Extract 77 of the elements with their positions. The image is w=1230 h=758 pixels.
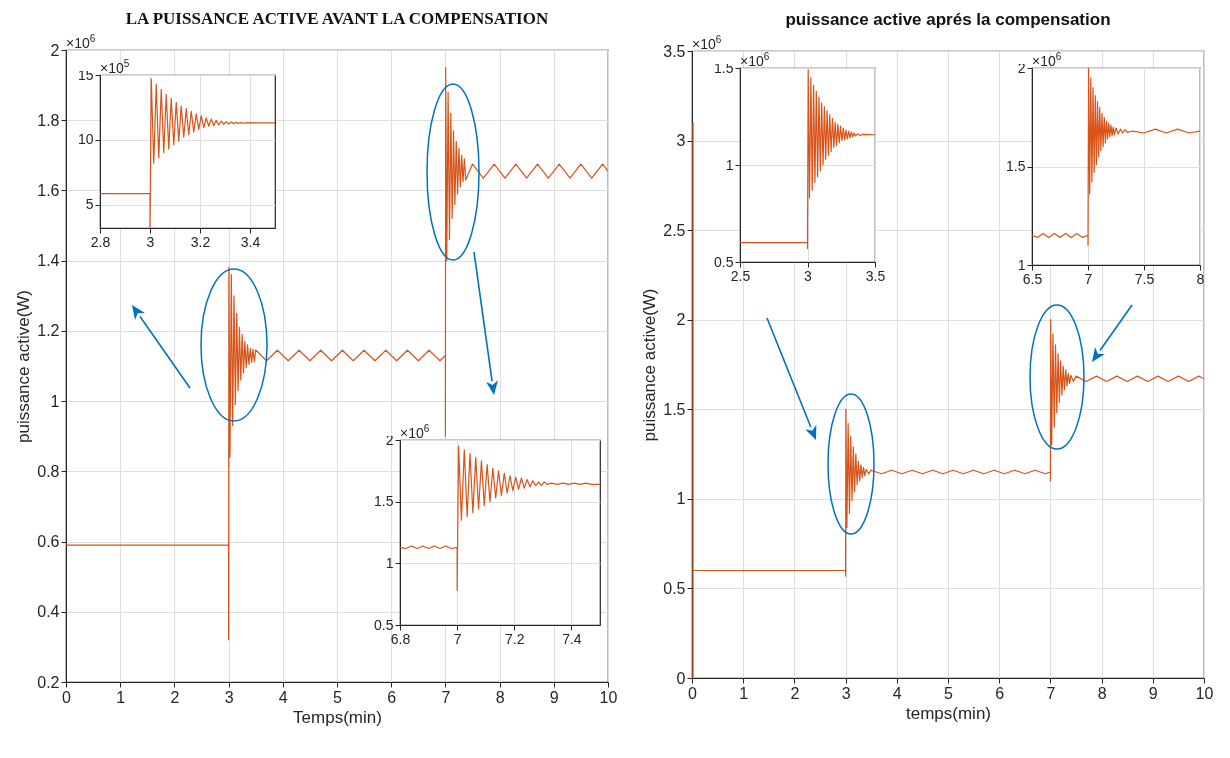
y-tick-label: 1 xyxy=(385,554,394,571)
x-tick-label: 7 xyxy=(453,630,462,647)
x-tick-label: 6.8 xyxy=(390,630,411,647)
x-tick-label: 7.5 xyxy=(1134,270,1155,287)
x-tick-label: 8 xyxy=(1097,684,1107,702)
x-tick-label: 4 xyxy=(892,684,902,702)
annotation: ×10$^{6}$ xyxy=(66,33,96,51)
text: ×10$^{6}$ xyxy=(692,34,722,52)
x-tick-label: 9 xyxy=(549,688,559,706)
y-tick-label: 1.5 xyxy=(1006,158,1026,174)
x-tick-label: 7.4 xyxy=(562,630,582,647)
x-tick-label: 2 xyxy=(170,688,180,706)
y-tick-label: 2 xyxy=(50,41,60,59)
y-tick-label: 1.6 xyxy=(37,181,60,199)
y-tick-label: 1.4 xyxy=(37,252,60,270)
x-tick-label: 9 xyxy=(1148,684,1158,702)
annotation: ×10$^{5}$ xyxy=(100,58,130,76)
x-tick-label: 2.5 xyxy=(730,267,751,284)
x-tick-label: 7 xyxy=(441,688,451,706)
y-tick-label: 1.8 xyxy=(37,111,60,129)
x-tick-label: 3 xyxy=(804,267,813,284)
x-tick-label: 3 xyxy=(224,688,234,706)
x-tick-label: 5 xyxy=(333,688,343,706)
y-tick-label: 0.8 xyxy=(37,462,60,480)
y-tick-label: 1 xyxy=(1017,256,1026,273)
y-tick-label: 1.2 xyxy=(37,322,60,340)
line-series xyxy=(400,445,600,592)
y-tick-label: 3 xyxy=(676,132,686,150)
y-tick-label: 3.5 xyxy=(663,42,686,60)
y-tick-label: 2 xyxy=(676,311,686,329)
y-tick-label: 0.4 xyxy=(37,603,60,621)
y-tick-label: 1.5 xyxy=(374,493,394,510)
chart-title: puissance active aprés la compensation xyxy=(785,10,1111,29)
y-tick-label: 0.5 xyxy=(663,579,686,597)
y-tick-label: 0.6 xyxy=(37,533,60,551)
y-tick-label: 0.5 xyxy=(714,253,734,270)
x-tick-label: 4 xyxy=(278,688,288,706)
y-tick-label: 1 xyxy=(50,392,60,410)
y-tick-label: 1.5 xyxy=(663,400,686,418)
x-tick-label: 5 xyxy=(944,684,954,702)
y-tick-label: 1 xyxy=(676,490,686,508)
x-tick-label: 6.5 xyxy=(1022,270,1043,287)
y-axis-title: puissance active(W) xyxy=(14,289,34,444)
y-tick-label: 0 xyxy=(676,669,686,687)
x-tick-label: 8 xyxy=(495,688,505,706)
x-axis-title: Temps(min) xyxy=(293,707,382,727)
x-tick-label: 0 xyxy=(688,684,698,702)
x-tick-label: 10 xyxy=(1195,684,1214,702)
x-tick-label: 3 xyxy=(841,684,851,702)
y-tick-label: 0.5 xyxy=(374,616,394,633)
x-tick-label: 2 xyxy=(790,684,800,702)
y-tick-label: 2.5 xyxy=(663,221,686,239)
x-tick-label: 10 xyxy=(599,688,618,706)
y-tick-label: 1 xyxy=(725,156,734,173)
chart-title: LA PUISSANCE ACTIVE AVANT LA COMPENSATION xyxy=(125,9,549,28)
x-tick-label: 2.8 xyxy=(90,233,111,250)
x-tick-label: 7.2 xyxy=(505,630,525,647)
y-tick-label: 5 xyxy=(85,196,94,213)
y-tick-label: 10 xyxy=(77,131,94,148)
x-tick-label: 8 xyxy=(1196,270,1205,287)
x-tick-label: 3.4 xyxy=(240,233,261,250)
x-tick-label: 3.5 xyxy=(865,267,886,284)
annotation: ×10$^{6}$ xyxy=(740,51,770,69)
x-tick-label: 1 xyxy=(116,688,126,706)
x-tick-label: 1 xyxy=(739,684,749,702)
x-tick-label: 3.2 xyxy=(190,233,211,250)
annotation: ×10$^{6}$ xyxy=(400,423,430,441)
x-tick-label: 7 xyxy=(1084,270,1093,287)
x-tick-label: 6 xyxy=(387,688,397,706)
y-axis-title: puissance active(W) xyxy=(640,288,660,442)
x-tick-label: 3 xyxy=(146,233,155,250)
x-axis-title: temps(min) xyxy=(905,703,992,723)
y-tick-label: 0.2 xyxy=(37,673,60,691)
x-tick-label: 0 xyxy=(62,688,72,706)
x-tick-label: 6 xyxy=(995,684,1005,702)
annotation: ×10$^{6}$ xyxy=(1032,51,1062,69)
x-tick-label: 7 xyxy=(1046,684,1056,702)
